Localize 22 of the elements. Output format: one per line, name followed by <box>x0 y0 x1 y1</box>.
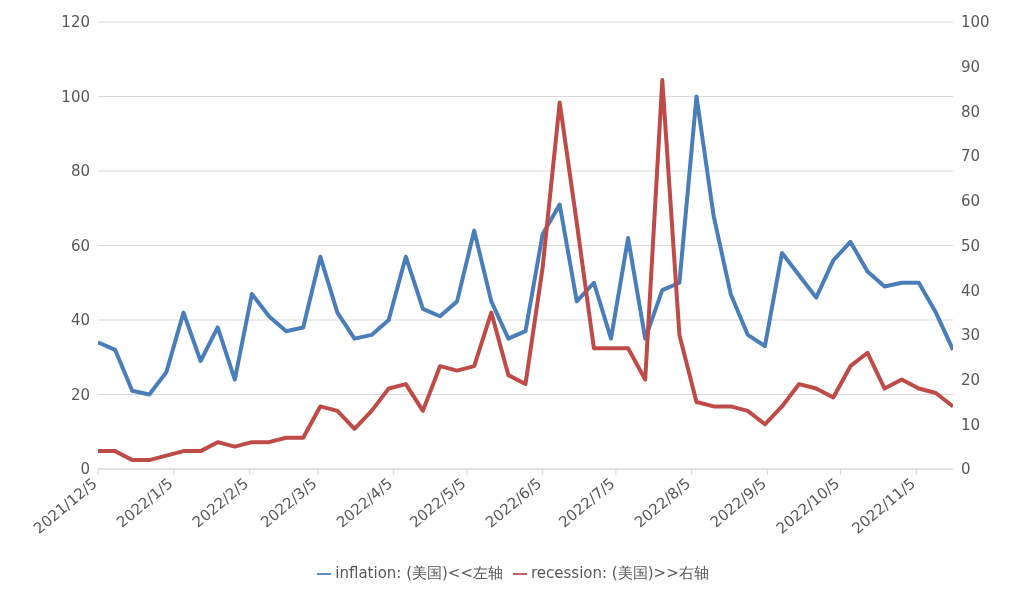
y2-tick-label: 30 <box>961 326 981 345</box>
legend-label: recession: (美国)>>右轴 <box>531 564 709 582</box>
y2-tick-label: 40 <box>961 281 981 300</box>
y-tick-label: 40 <box>70 311 90 330</box>
y2-tick-label: 0 <box>961 460 971 479</box>
line-series <box>98 78 953 463</box>
y-tick-label: 60 <box>70 236 90 255</box>
y2-tick-label: 10 <box>961 415 981 434</box>
y2-tick-label: 80 <box>961 102 981 121</box>
y2-tick-label: 70 <box>961 147 981 166</box>
y2-tick-label: 90 <box>961 58 981 77</box>
line-series <box>98 94 953 397</box>
y-tick-label: 0 <box>80 460 90 479</box>
y-tick-label: 20 <box>70 385 90 404</box>
y-tick-label: 120 <box>61 13 90 32</box>
legend-label: inflation: (美国)<<左轴 <box>335 564 504 582</box>
y2-tick-label: 20 <box>961 370 981 389</box>
y-tick-label: 100 <box>61 87 90 106</box>
y2-tick-label: 100 <box>961 13 990 32</box>
y2-tick-label: 50 <box>961 236 981 255</box>
y2-tick-label: 60 <box>961 192 981 211</box>
y-tick-label: 80 <box>70 162 90 181</box>
